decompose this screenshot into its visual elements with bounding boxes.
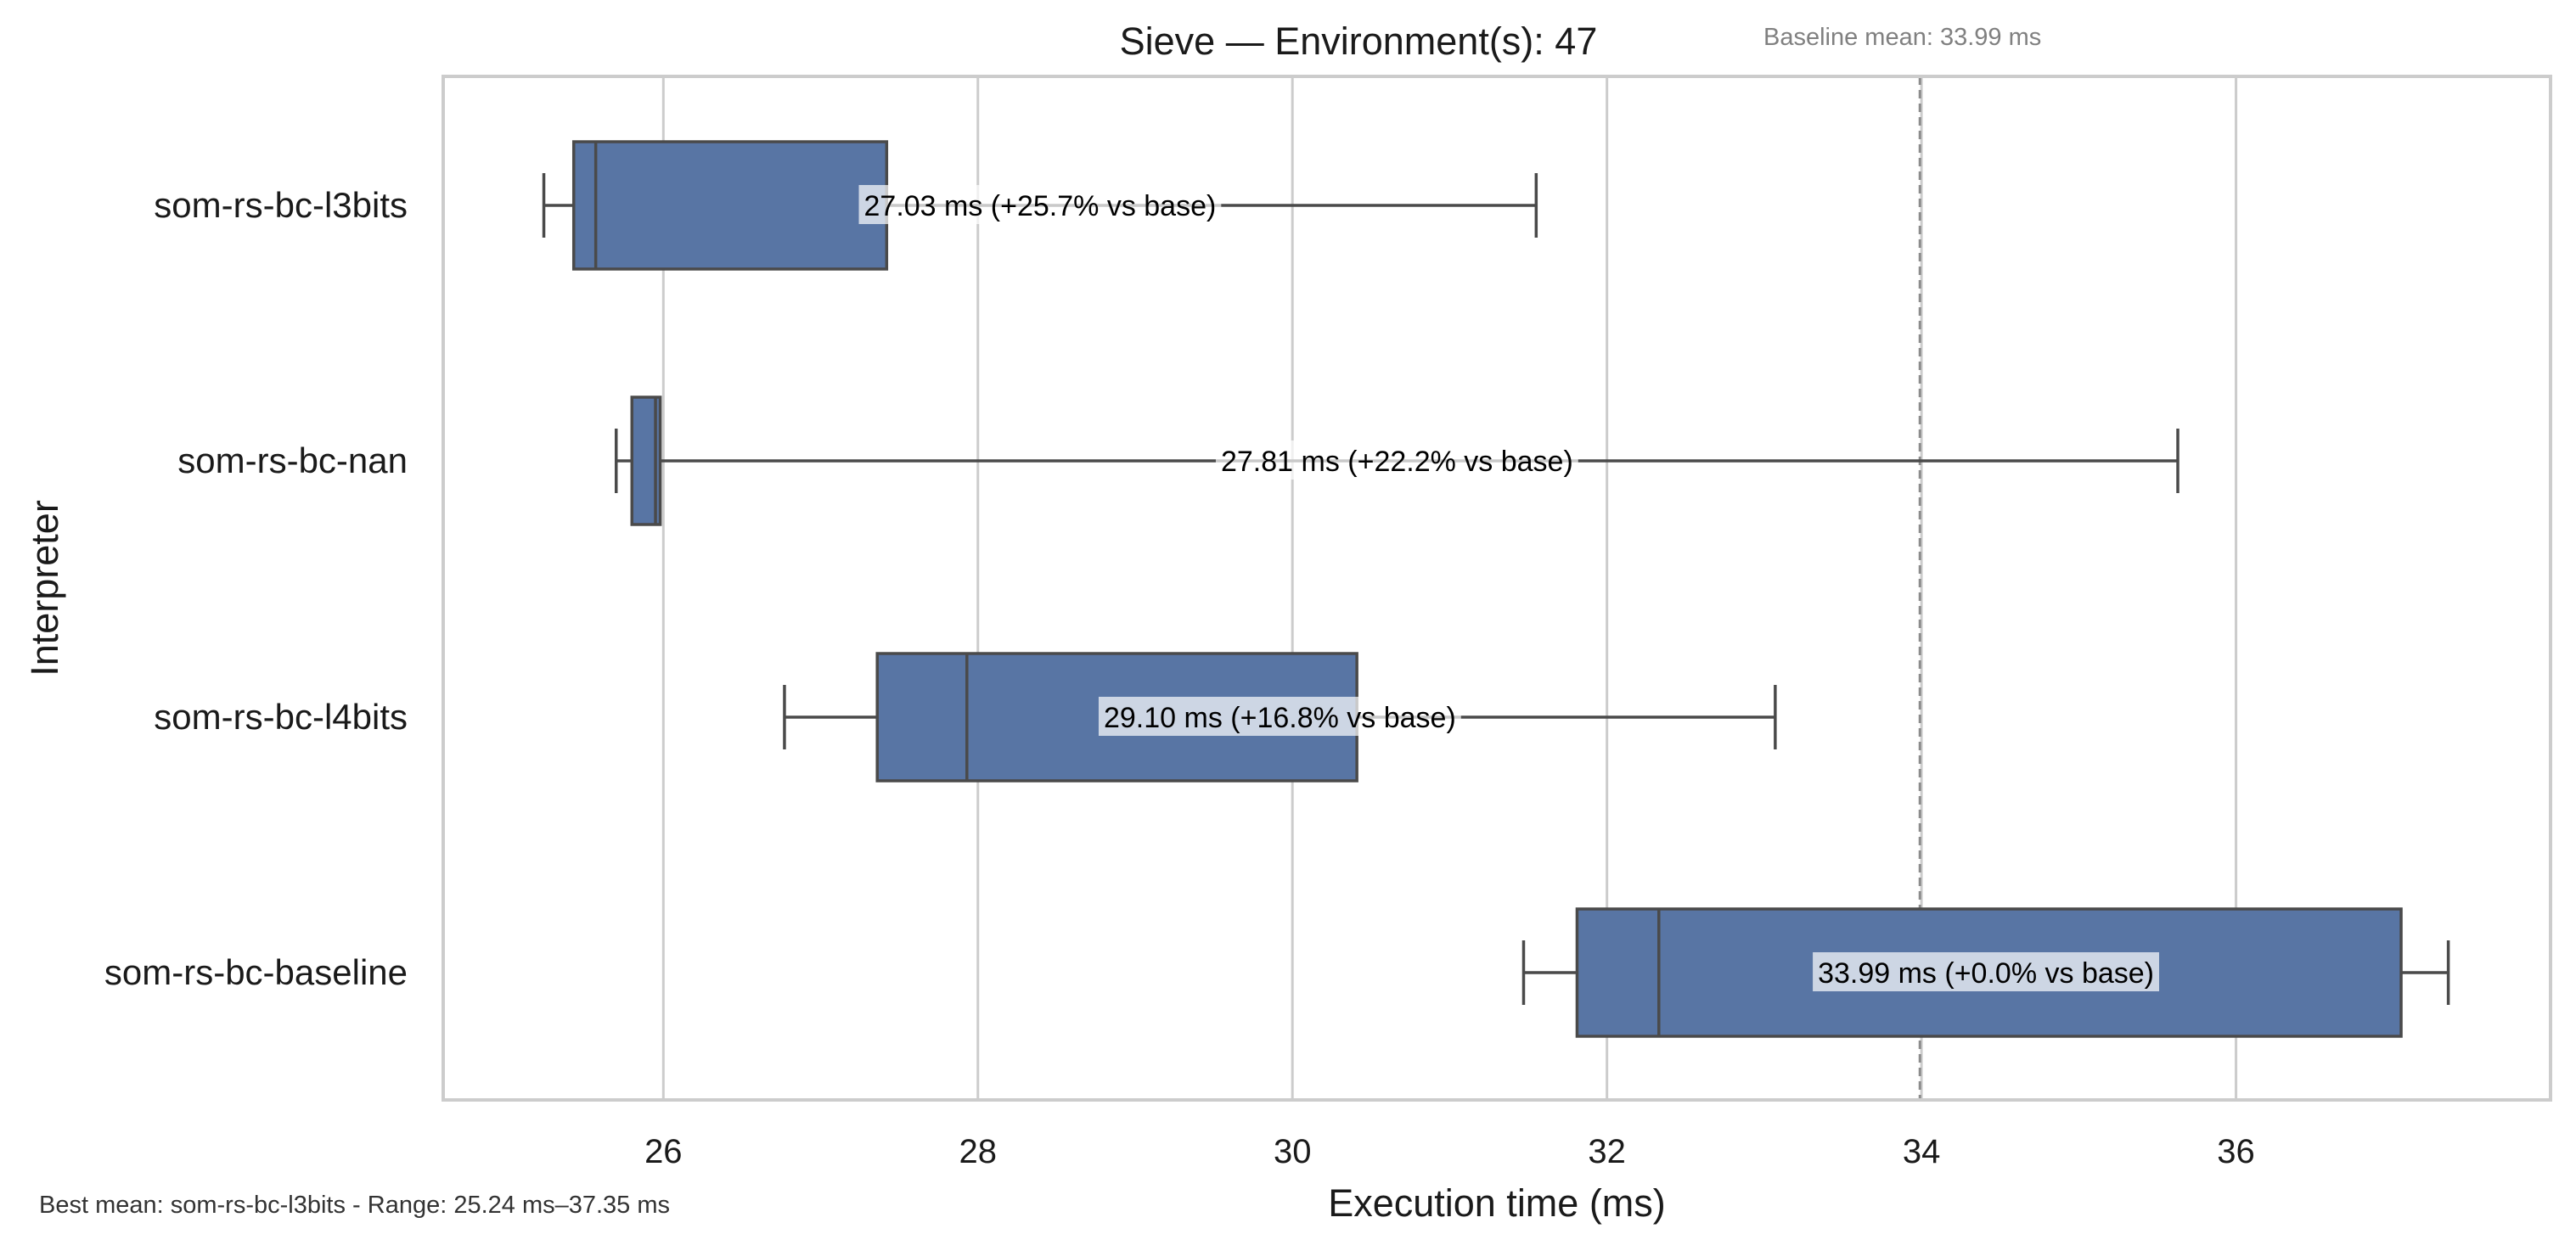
summary-footnote: Best mean: som-rs-bc-l3bits - Range: 25.… [39, 1192, 671, 1219]
grid-lines [661, 76, 2238, 1100]
y-category-label: som-rs-bc-l3bits [154, 185, 408, 225]
mean-label-background [1813, 952, 2160, 991]
mean-label-background [1215, 440, 1578, 480]
mean-label: 29.10 ms (+16.8% vs base) [1104, 702, 1456, 734]
y-category-label: som-rs-bc-baseline [104, 952, 408, 992]
x-tick-label: 36 [2217, 1133, 2255, 1170]
chart-title: Sieve — Environment(s): 47 [1120, 20, 1598, 63]
mean-label: 33.99 ms (+0.0% vs base) [1818, 957, 2154, 990]
x-tick-label: 32 [1588, 1133, 1626, 1170]
mean-label-background [858, 185, 1222, 224]
plot-frame [442, 75, 2552, 1102]
mean-label: 27.81 ms (+22.2% vs base) [1221, 446, 1573, 478]
mean-label-group: 27.81 ms (+22.2% vs base) [1215, 440, 1578, 480]
mean-label-group: 29.10 ms (+16.8% vs base) [1098, 697, 1461, 736]
mean-label: 27.03 ms (+25.7% vs base) [864, 190, 1217, 222]
iqr-box [571, 140, 889, 271]
baseline-mean-subtitle: Baseline mean: 33.99 ms [1763, 24, 2041, 51]
y-axis-title: Interpreter [23, 500, 66, 676]
mean-label-group: 33.99 ms (+0.0% vs base) [1813, 952, 2160, 991]
mean-labels-layer: 27.03 ms (+25.7% vs base) 27.81 ms (+22.2… [858, 185, 2160, 991]
y-category-label: som-rs-bc-l4bits [154, 697, 408, 737]
x-tick-label: 28 [959, 1133, 998, 1170]
x-tick-label: 26 [644, 1133, 683, 1170]
x-axis-title: Execution time (ms) [1328, 1181, 1666, 1225]
boxes-layer [542, 140, 2450, 1038]
y-category-label: som-rs-bc-nan [177, 440, 408, 480]
x-tick-labels: 26 28 30 32 34 36 [644, 1133, 2255, 1170]
mean-label-group: 27.03 ms (+25.7% vs base) [858, 185, 1222, 224]
mean-label-background [1098, 697, 1461, 736]
y-category-labels: som-rs-bc-l3bits som-rs-bc-nan som-rs-bc-l… [104, 185, 408, 992]
x-tick-label: 30 [1274, 1133, 1312, 1170]
x-tick-label: 34 [1903, 1133, 1941, 1170]
